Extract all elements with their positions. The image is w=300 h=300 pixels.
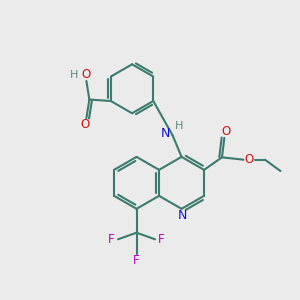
Text: F: F (158, 233, 165, 246)
Text: N: N (161, 127, 170, 140)
Text: H: H (174, 122, 183, 131)
Text: O: O (81, 118, 90, 130)
Text: N: N (178, 209, 188, 222)
Text: O: O (221, 125, 230, 138)
Text: O: O (81, 68, 90, 81)
Text: F: F (108, 233, 115, 246)
Text: H: H (70, 70, 78, 80)
Text: F: F (133, 254, 140, 267)
Text: O: O (245, 153, 254, 166)
